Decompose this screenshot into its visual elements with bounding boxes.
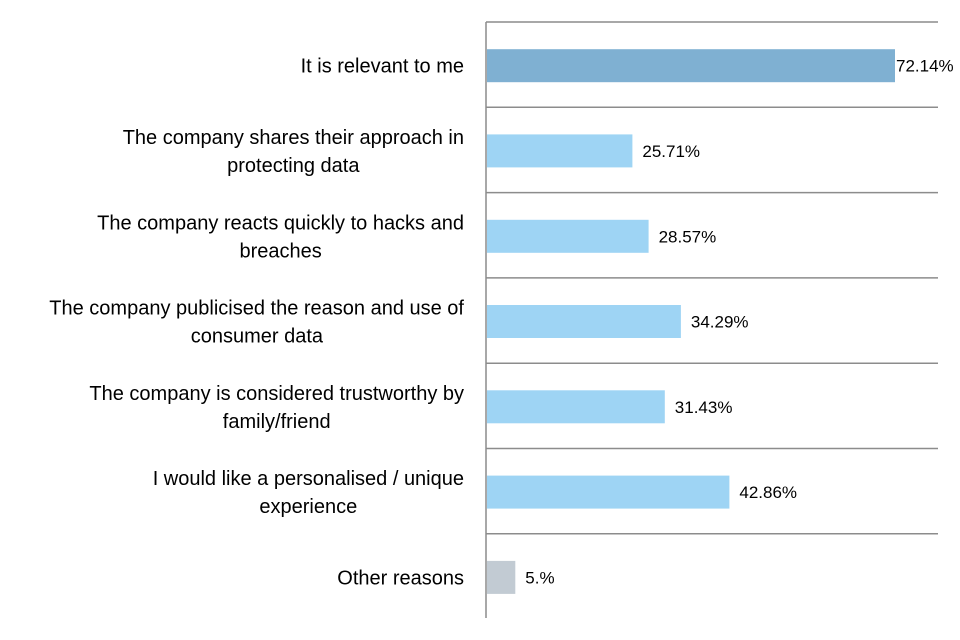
category-label-4-line-1: family/friend <box>223 411 331 433</box>
bar-1 <box>487 134 633 168</box>
value-label-0: 72.14% <box>896 57 954 76</box>
category-label-5-line-1: experience <box>259 496 357 518</box>
bar-2 <box>487 219 649 253</box>
category-label-6-line-0: Other reasons <box>337 567 464 589</box>
category-label-3-line-0: The company publicised the reason and us… <box>49 298 464 320</box>
category-label-5-line-0: I would like a personalised / unique <box>153 468 464 490</box>
value-label-4: 31.43% <box>675 398 733 417</box>
bar-6 <box>487 560 516 594</box>
category-label-3-line-1: consumer data <box>191 326 324 348</box>
category-label-1-line-1: protecting data <box>227 155 360 177</box>
value-label-1: 25.71% <box>642 142 700 161</box>
category-label-1-line-0: The company shares their approach in <box>123 127 464 149</box>
category-label-2-line-1: breaches <box>239 240 321 262</box>
value-label-3: 34.29% <box>691 313 749 332</box>
value-label-6: 5.% <box>525 568 554 587</box>
category-label-2-line-0: The company reacts quickly to hacks and <box>97 212 464 234</box>
bar-5 <box>487 475 730 509</box>
category-label-4-line-0: The company is considered trustworthy by <box>89 383 464 405</box>
bar-0 <box>487 49 895 83</box>
bar-4 <box>487 390 665 424</box>
bar-3 <box>487 305 681 338</box>
value-label-5: 42.86% <box>739 483 797 502</box>
value-label-2: 28.57% <box>659 227 717 246</box>
category-label-0-line-0: It is relevant to me <box>301 56 464 78</box>
